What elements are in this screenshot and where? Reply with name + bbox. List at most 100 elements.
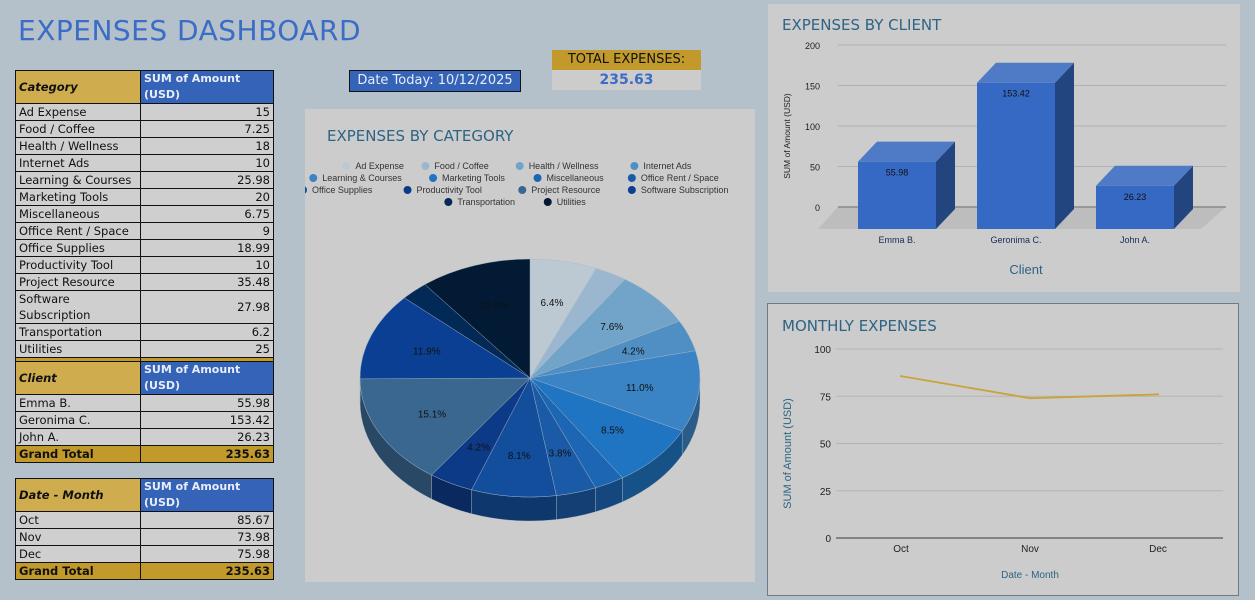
row-label[interactable]: Nov — [15, 528, 141, 546]
row-label[interactable]: Utilities — [15, 340, 141, 358]
row-value[interactable]: 15 — [140, 103, 274, 121]
category-chart-panel[interactable]: EXPENSES BY CATEGORY Ad Expense Food / Co… — [305, 109, 755, 582]
line-series[interactable] — [900, 375, 1159, 400]
row-value[interactable]: 6.75 — [140, 205, 274, 223]
row-label[interactable]: Health / Wellness — [15, 137, 141, 155]
table-row[interactable]: Dec 75.98 — [15, 545, 274, 563]
row-value[interactable]: 85.67 — [140, 511, 274, 529]
row-value[interactable]: 7.25 — [140, 120, 274, 138]
pie-slice[interactable] — [359, 297, 531, 380]
legend-item[interactable]: Office Supplies — [305, 185, 373, 195]
row-value[interactable]: 73.98 — [140, 528, 274, 546]
row-label[interactable]: Project Resource — [15, 273, 141, 291]
row-label[interactable]: Dec — [15, 545, 141, 563]
table-row[interactable]: Learning & Courses 25.98 — [15, 171, 274, 189]
row-label[interactable]: Emma B. — [15, 394, 141, 412]
column-header[interactable]: Category — [15, 70, 141, 104]
table-row[interactable]: Geronima C. 153.42 — [15, 411, 274, 429]
legend-item[interactable]: Miscellaneous — [533, 173, 605, 183]
row-value[interactable]: 75.98 — [140, 545, 274, 563]
pie-slice[interactable] — [529, 377, 683, 479]
row-value[interactable]: 10 — [140, 256, 274, 274]
pie-slice[interactable] — [424, 258, 531, 379]
bar[interactable]: 153.42 — [977, 62, 1074, 230]
row-value[interactable]: 55.98 — [140, 394, 274, 412]
table-row[interactable]: Project Resource 35.48 — [15, 273, 274, 291]
row-label[interactable]: Food / Coffee — [15, 120, 141, 138]
monthly-chart-panel[interactable]: MONTHLY EXPENSES 0 25 50 75 100 SUM of Amount… — [767, 303, 1239, 596]
legend-item[interactable]: Internet Ads — [630, 161, 692, 171]
column-header[interactable]: Date - Month — [15, 478, 141, 512]
table-row[interactable]: Emma B. 55.98 — [15, 394, 274, 412]
table-row[interactable]: John A. 26.23 — [15, 428, 274, 446]
pie-slice[interactable] — [359, 377, 531, 476]
row-label[interactable]: Geronima C. — [15, 411, 141, 429]
row-label[interactable]: Learning & Courses — [15, 171, 141, 189]
column-header[interactable]: SUM of Amount (USD) — [140, 478, 274, 512]
table-row[interactable]: Nov 73.98 — [15, 528, 274, 546]
row-value[interactable]: 6.2 — [140, 323, 274, 341]
table-row[interactable]: Miscellaneous 6.75 — [15, 205, 274, 223]
table-row[interactable]: Office Supplies 18.99 — [15, 239, 274, 257]
table-row[interactable]: Health / Wellness 18 — [15, 137, 274, 155]
legend-item[interactable]: Productivity Tool — [403, 185, 482, 195]
grand-total-label[interactable]: Grand Total — [15, 562, 141, 580]
table-row[interactable]: Marketing Tools 20 — [15, 188, 274, 206]
row-value[interactable]: 27.98 — [140, 290, 274, 324]
row-label[interactable]: Ad Expense — [15, 103, 141, 121]
table-row[interactable]: Internet Ads 10 — [15, 154, 274, 172]
row-label[interactable]: Internet Ads — [15, 154, 141, 172]
table-row[interactable]: Oct 85.67 — [15, 511, 274, 529]
row-value[interactable]: 25.98 — [140, 171, 274, 189]
client-chart-panel[interactable]: EXPENSES BY CLIENT 0 50 100 150 200 SUM of Am… — [768, 4, 1240, 292]
column-header[interactable]: SUM of Amount (USD) — [140, 70, 274, 104]
table-row[interactable]: Transportation 6.2 — [15, 323, 274, 341]
grand-total-value[interactable]: 235.63 — [140, 445, 274, 463]
table-row[interactable]: Productivity Tool 10 — [15, 256, 274, 274]
grand-total-label[interactable]: Grand Total — [15, 445, 141, 463]
legend-item[interactable]: Software Subscription — [627, 185, 729, 195]
bar[interactable]: 26.23 — [1096, 165, 1193, 229]
row-label[interactable]: Office Supplies — [15, 239, 141, 257]
legend-item[interactable]: Office Rent / Space — [627, 173, 719, 183]
row-value[interactable]: 9 — [140, 222, 274, 240]
row-value[interactable]: 18.99 — [140, 239, 274, 257]
legend-item[interactable]: Transportation — [444, 197, 515, 207]
row-label[interactable]: Miscellaneous — [15, 205, 141, 223]
table-row[interactable]: Food / Coffee 7.25 — [15, 120, 274, 138]
legend-item[interactable]: Ad Expense — [342, 161, 404, 171]
line-point[interactable] — [1029, 397, 1031, 400]
legend-item[interactable]: Marketing Tools — [429, 173, 505, 183]
line-point[interactable] — [1157, 393, 1159, 396]
table-row[interactable]: Utilities 25 — [15, 340, 274, 358]
legend-item[interactable]: Health / Wellness — [515, 161, 599, 171]
line-point[interactable] — [900, 375, 902, 378]
row-label[interactable]: Office Rent / Space — [15, 222, 141, 240]
row-label[interactable]: John A. — [15, 428, 141, 446]
legend-item[interactable]: Food / Coffee — [421, 161, 489, 171]
legend-item[interactable]: Project Resource — [518, 185, 600, 195]
pie-slice[interactable] — [529, 350, 701, 432]
row-label[interactable]: Marketing Tools — [15, 188, 141, 206]
row-label[interactable]: Transportation — [15, 323, 141, 341]
row-value[interactable]: 25 — [140, 340, 274, 358]
row-value[interactable]: 35.48 — [140, 273, 274, 291]
grand-total-value[interactable]: 235.63 — [140, 562, 274, 580]
table-row[interactable]: Office Rent / Space 9 — [15, 222, 274, 240]
row-value[interactable]: 153.42 — [140, 411, 274, 429]
row-value[interactable]: 26.23 — [140, 428, 274, 446]
column-header[interactable]: SUM of Amount (USD) — [140, 361, 274, 395]
bar[interactable]: 55.98 — [858, 141, 955, 229]
column-header[interactable]: Client — [15, 361, 141, 395]
row-label[interactable]: Productivity Tool — [15, 256, 141, 274]
legend-item[interactable]: Utilities — [543, 197, 587, 207]
row-label[interactable]: Oct — [15, 511, 141, 529]
row-value[interactable]: 20 — [140, 188, 274, 206]
row-value[interactable]: 10 — [140, 154, 274, 172]
row-label[interactable]: Software Subscription — [15, 290, 141, 324]
legend-item[interactable]: Learning & Courses — [309, 173, 402, 183]
table-row[interactable]: Software Subscription 27.98 — [15, 290, 274, 324]
table-row[interactable]: Ad Expense 15 — [15, 103, 274, 121]
